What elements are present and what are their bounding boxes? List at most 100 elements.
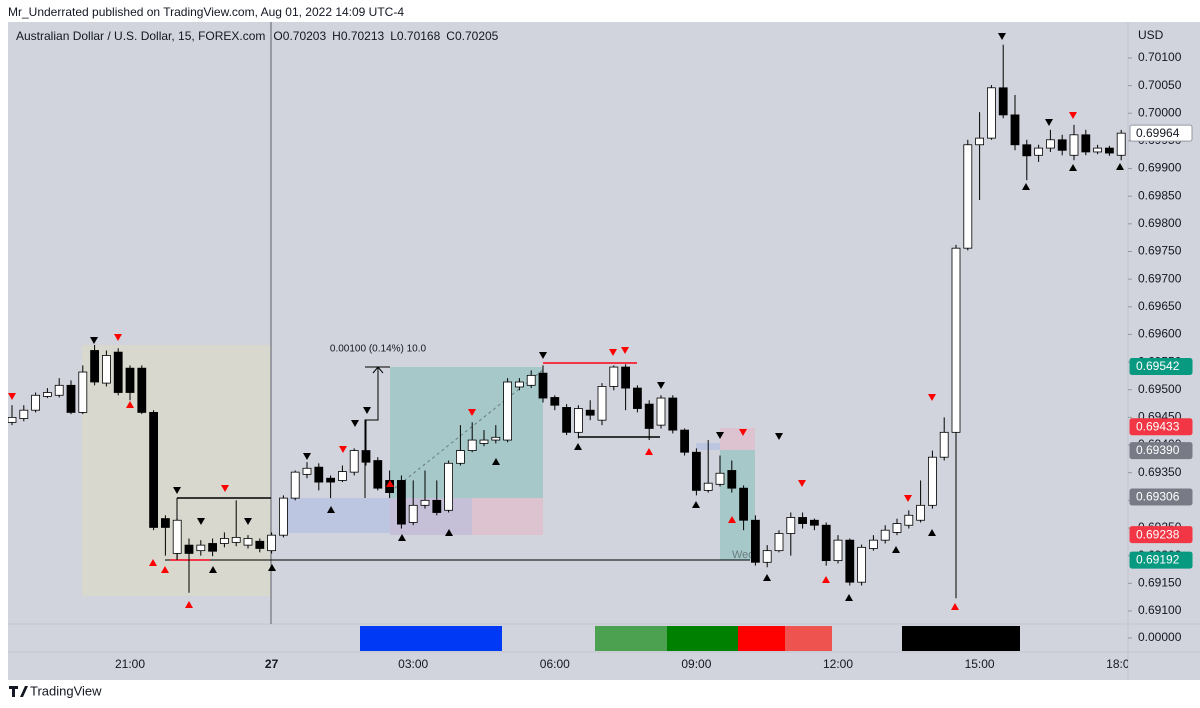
candle-body: [113, 351, 123, 393]
y-tick-label: 0.69700: [1138, 271, 1182, 285]
fractal-marker: [621, 347, 629, 354]
candle-body: [1116, 132, 1126, 156]
candle-body: [1057, 139, 1067, 151]
candle-body: [219, 538, 229, 544]
candle-body: [373, 460, 383, 489]
candles: [8, 44, 1126, 599]
y-tick-label: 0.70050: [1138, 78, 1182, 92]
fractal-marker: [197, 518, 205, 525]
candle-body: [656, 397, 666, 426]
candle-body: [503, 381, 513, 441]
candle-body: [314, 466, 324, 483]
candle-body: [550, 397, 560, 406]
candle-body: [680, 429, 689, 453]
candle-body: [786, 517, 796, 534]
candle-body: [278, 497, 288, 536]
candle-body: [1081, 134, 1091, 153]
candle-body: [762, 550, 772, 563]
price-label-box: [1129, 418, 1193, 436]
footer: TradingView: [9, 683, 102, 698]
y-tick-label: 0.69800: [1138, 216, 1182, 230]
candle-body: [479, 439, 489, 444]
price-label-box: [1129, 526, 1193, 544]
fractal-marker: [209, 566, 217, 573]
symbol-legend: Australian Dollar / U.S. Dollar, 15, FOR…: [16, 29, 499, 43]
candle-body: [538, 372, 548, 399]
candle-body: [408, 504, 418, 523]
candle-body: [467, 439, 477, 451]
candle-body: [774, 533, 784, 552]
price-label-box: [1129, 488, 1193, 506]
fractal-marker: [845, 594, 853, 601]
fractal-marker: [173, 487, 181, 494]
candle-body: [975, 137, 984, 146]
ohlc-value: 0.70205: [455, 29, 499, 43]
session-block: [667, 626, 738, 651]
x-axis: 21:00 27 03:00 06:00 09:00 12:00 15:00 18:00: [115, 657, 1128, 671]
fractal-marker: [763, 574, 771, 581]
y-tick-label: 0.69850: [1138, 188, 1182, 202]
y-tick-label: 0.69600: [1138, 327, 1182, 341]
fractal-marker: [8, 393, 16, 400]
candle-body: [692, 451, 701, 491]
price-label: 0.69238: [1136, 527, 1180, 541]
publisher-line: Mr_Underrated published on TradingView.c…: [8, 5, 404, 19]
x-tick-label: 21:00: [115, 657, 145, 671]
price-label: 0.69964: [1136, 126, 1180, 140]
candle-body: [833, 539, 843, 562]
candle-body: [869, 539, 878, 549]
fractal-marker: [904, 495, 912, 502]
x-tick-label: 09:00: [681, 657, 711, 671]
candle-body: [668, 397, 678, 431]
candle-body: [444, 462, 454, 511]
candle-body: [125, 367, 135, 393]
candle-body: [231, 536, 241, 543]
candle-body: [821, 524, 831, 562]
session-block: [785, 626, 832, 651]
candle-body: [361, 450, 371, 463]
candle-body: [987, 87, 996, 139]
fractal-marker: [339, 446, 347, 453]
fractal-marker: [716, 432, 724, 439]
candle-body: [998, 87, 1008, 116]
zone-box: [284, 498, 390, 533]
candle-body: [1010, 114, 1020, 146]
candle-body: [43, 392, 52, 397]
fractal-marker: [1116, 163, 1124, 170]
candle-body: [1069, 134, 1079, 156]
price-label: 0.69306: [1136, 490, 1180, 504]
candle-body: [798, 517, 807, 524]
candle-body: [633, 387, 642, 409]
candle-body: [515, 381, 524, 388]
x-tick-label: 06:00: [540, 657, 570, 671]
candle-body: [420, 499, 430, 506]
ohlc-value: 0.70203: [283, 29, 327, 43]
ohlc-key: C: [446, 29, 455, 43]
long-stop-box: [472, 498, 543, 535]
fractal-marker: [574, 443, 582, 450]
measure-arrow: [372, 366, 384, 374]
price-label-box: [1129, 442, 1193, 460]
y-tick-label: 0.69900: [1138, 161, 1182, 175]
fractal-marker: [468, 409, 476, 416]
ohlc-key: L: [390, 29, 397, 43]
fractal-marker: [244, 518, 252, 525]
fractal-marker: [1045, 119, 1053, 126]
candle-body: [90, 350, 99, 383]
candle-body: [267, 534, 277, 552]
candle-body: [337, 471, 347, 481]
fractal-marker: [892, 546, 900, 553]
candle-body: [845, 539, 855, 583]
fractal-marker: [609, 349, 617, 356]
fractal-marker: [185, 601, 193, 608]
session-block: [738, 626, 785, 651]
ohlc-key: H: [332, 29, 341, 43]
candle-body: [137, 367, 147, 413]
price-label: 0.69390: [1136, 443, 1180, 457]
fractal-marker: [221, 485, 229, 492]
short-stop-box: [720, 428, 755, 450]
candle-body: [396, 480, 406, 525]
candle-body: [491, 436, 501, 441]
fractal-marker: [692, 501, 700, 508]
